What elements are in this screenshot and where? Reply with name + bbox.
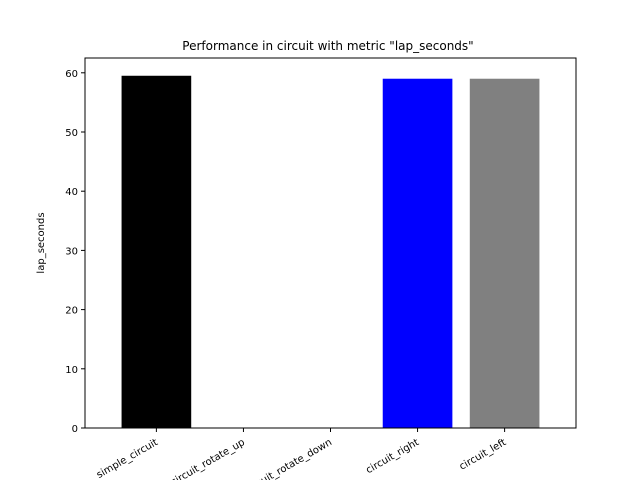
y-tick-label: 0	[72, 424, 78, 435]
y-tick-label: 20	[65, 306, 78, 317]
x-tick-label: circuit_left	[458, 437, 509, 473]
y-tick-label: 50	[65, 128, 78, 139]
x-tick-label: circuit_rotate_up	[169, 437, 247, 480]
chart-title: Performance in circuit with metric "lap_…	[182, 39, 473, 53]
y-tick-label: 10	[65, 365, 78, 376]
y-tick-label: 30	[65, 246, 78, 257]
x-tick-label: circuit_right	[364, 437, 421, 476]
bars-group	[121, 75, 540, 428]
y-tick-label: 40	[65, 187, 78, 198]
bar-circuit-left	[469, 78, 540, 428]
y-axis-label: lap_seconds	[36, 212, 47, 273]
y-axis: 0 10 20 30 40 50 60	[65, 69, 85, 435]
x-axis: simple_circuit circuit_rotate_upcircuit_r…	[95, 428, 508, 480]
y-tick-label: 60	[65, 69, 78, 80]
x-tick-label: circuit_rotate_down	[244, 437, 334, 480]
bar-simple-circuit	[121, 75, 192, 428]
bar-circuit-right	[382, 78, 453, 428]
x-tick-label: simple_circuit	[95, 437, 160, 480]
